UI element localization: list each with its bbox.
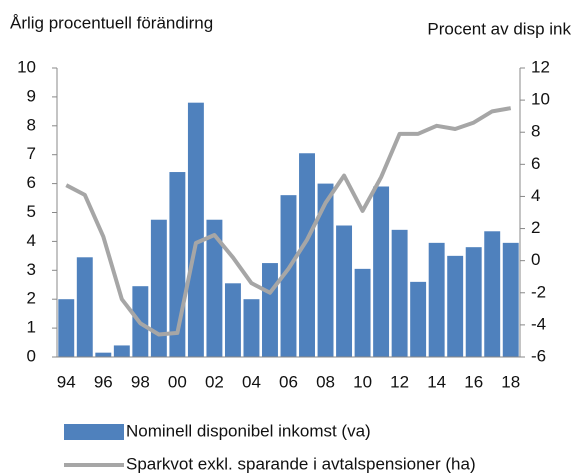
x-tick-label: 98 bbox=[131, 372, 150, 391]
bar bbox=[336, 225, 353, 357]
x-tick-label: 94 bbox=[57, 372, 76, 391]
bar bbox=[465, 247, 482, 357]
bar bbox=[317, 183, 334, 357]
bar bbox=[484, 231, 501, 357]
y-tick-label: 9 bbox=[27, 86, 36, 105]
bar bbox=[113, 345, 130, 357]
bar bbox=[447, 255, 464, 357]
x-tick-label: 00 bbox=[168, 372, 187, 391]
bar bbox=[373, 186, 390, 357]
bar bbox=[224, 283, 241, 357]
y2-tick-label: 12 bbox=[531, 57, 550, 76]
y-tick-label: 8 bbox=[27, 115, 36, 134]
y-tick-label: 10 bbox=[17, 57, 36, 76]
y-tick-label: 4 bbox=[27, 231, 36, 250]
y2-tick-label: 2 bbox=[531, 218, 540, 237]
y-tick-label: 7 bbox=[27, 144, 36, 163]
y-tick-label: 1 bbox=[27, 318, 36, 337]
x-tick-label: 08 bbox=[316, 372, 335, 391]
x-tick-label: 96 bbox=[94, 372, 113, 391]
legend-swatch bbox=[64, 424, 124, 440]
y2-tick-label: 8 bbox=[531, 122, 540, 141]
y2-tick-label: -2 bbox=[531, 282, 546, 301]
x-tick-label: 10 bbox=[353, 372, 372, 391]
bar bbox=[187, 102, 204, 358]
y-tick-label: 3 bbox=[27, 260, 36, 279]
x-tick-label: 14 bbox=[427, 372, 446, 391]
bar bbox=[299, 153, 315, 357]
bar bbox=[428, 242, 445, 357]
y2-tick-label: 6 bbox=[531, 154, 540, 173]
y2-tick-label: 10 bbox=[531, 90, 550, 109]
bar bbox=[262, 263, 278, 357]
x-tick-label: 18 bbox=[501, 372, 520, 391]
y-tick-label: 6 bbox=[27, 173, 36, 192]
x-tick-label: 06 bbox=[279, 372, 298, 391]
x-tick-label: 16 bbox=[464, 372, 483, 391]
bar bbox=[502, 242, 519, 357]
bar bbox=[391, 229, 408, 357]
bar bbox=[354, 268, 371, 357]
legend-label: Nominell disponibel inkomst (va) bbox=[126, 421, 371, 440]
y2-axis-title: Procent av disp ink bbox=[427, 19, 571, 38]
bar bbox=[76, 257, 93, 357]
x-tick-label: 02 bbox=[205, 372, 224, 391]
bar bbox=[206, 219, 223, 357]
y-axis-title: Årlig procentuell förändirng bbox=[10, 13, 213, 32]
y-tick-label: 5 bbox=[27, 202, 36, 221]
bar bbox=[150, 219, 167, 357]
bar bbox=[410, 281, 427, 357]
y-tick-label: 0 bbox=[27, 346, 36, 365]
y2-tick-label: -4 bbox=[531, 314, 546, 333]
y2-tick-label: -6 bbox=[531, 346, 546, 365]
x-tick-label: 04 bbox=[242, 372, 261, 391]
y2-tick-label: 4 bbox=[531, 186, 540, 205]
line bbox=[65, 106, 512, 337]
y-tick-label: 2 bbox=[27, 289, 36, 308]
x-tick-label: 12 bbox=[390, 372, 409, 391]
bar bbox=[243, 299, 260, 357]
y2-tick-label: 0 bbox=[531, 250, 540, 269]
bar bbox=[95, 352, 112, 357]
legend-label: Sparkvot exkl. sparande i avtalspensione… bbox=[126, 454, 476, 473]
bar bbox=[280, 195, 297, 357]
bar bbox=[58, 299, 75, 357]
